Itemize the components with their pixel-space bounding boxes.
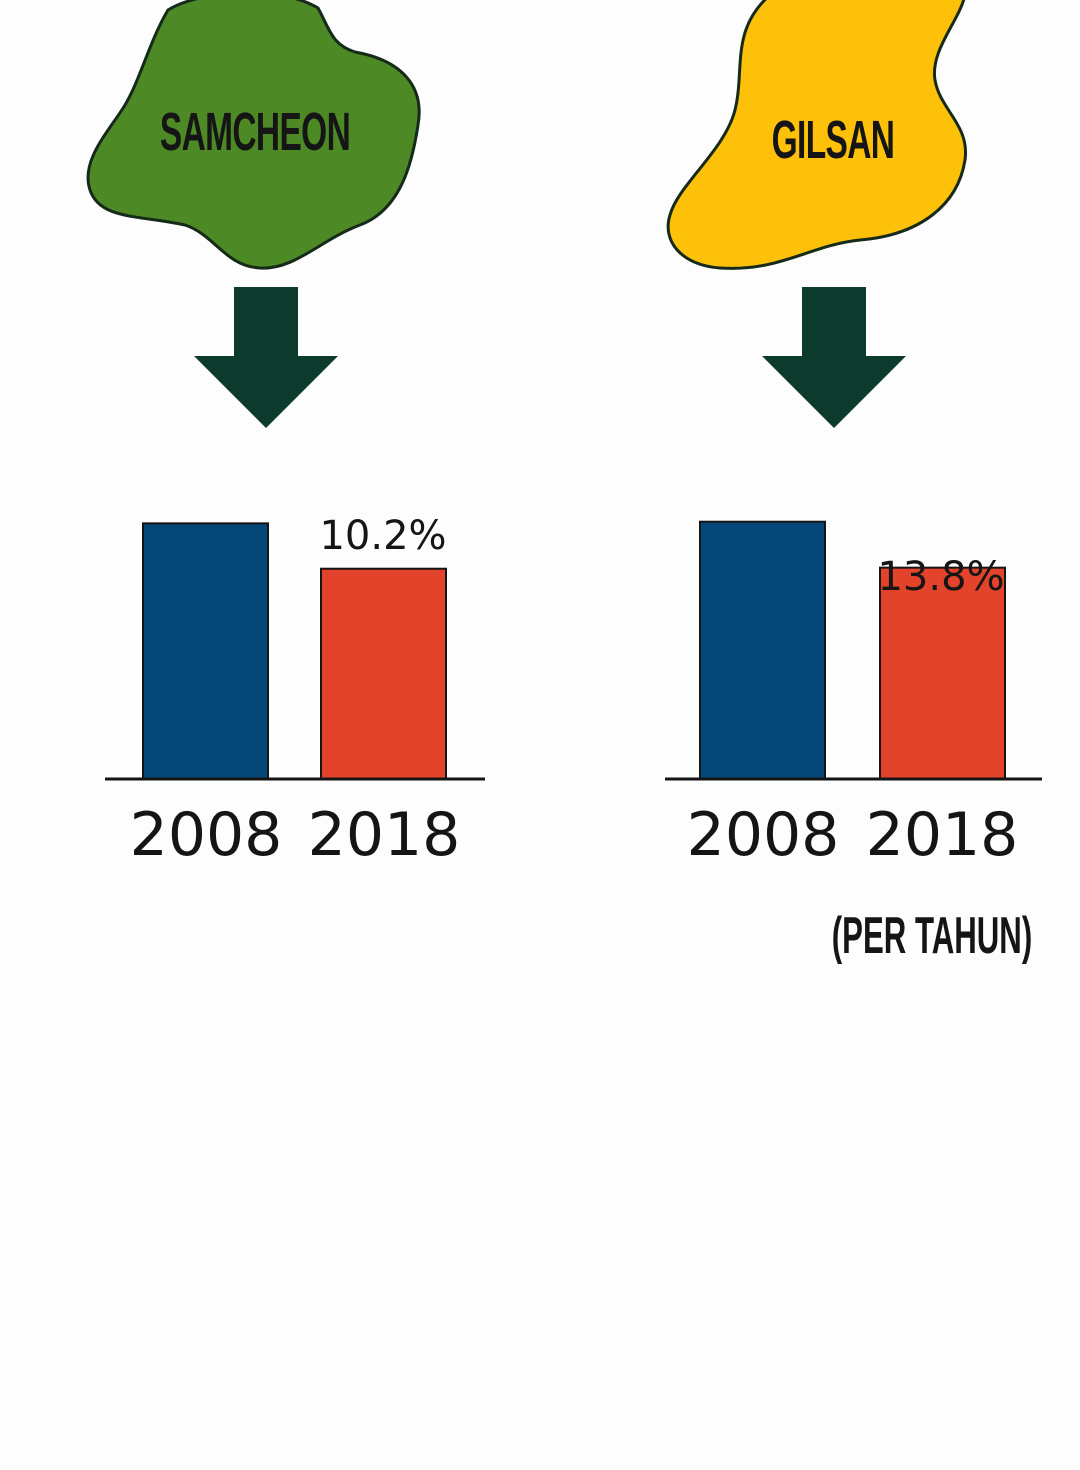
tick-label-2008: 2008	[130, 800, 283, 870]
per-year-note: (PER TAHUN)	[832, 907, 1032, 965]
samcheon-bar-chart: 10.2% 2008 2018	[105, 513, 485, 870]
bar-2018	[320, 567, 447, 780]
bar-2008	[142, 522, 269, 780]
data-label-2018: 13.8%	[877, 554, 1004, 600]
down-arrow-icon	[194, 287, 338, 428]
down-arrow-icon	[762, 287, 906, 428]
gilsan-region-blob	[666, 0, 968, 270]
samcheon-region-blob	[86, 0, 421, 270]
samcheon-label: SAMCHEON	[160, 101, 350, 162]
bar-2008	[699, 520, 826, 780]
gilsan-label: GILSAN	[772, 109, 895, 170]
gilsan-bar-chart: 13.8% 2008 2018	[665, 520, 1042, 870]
tick-label-2018: 2018	[308, 800, 461, 870]
data-label-2018: 10.2%	[319, 513, 446, 559]
tick-label-2018: 2018	[866, 800, 1019, 870]
tick-label-2008: 2008	[687, 800, 840, 870]
bar-2018	[879, 566, 1006, 780]
